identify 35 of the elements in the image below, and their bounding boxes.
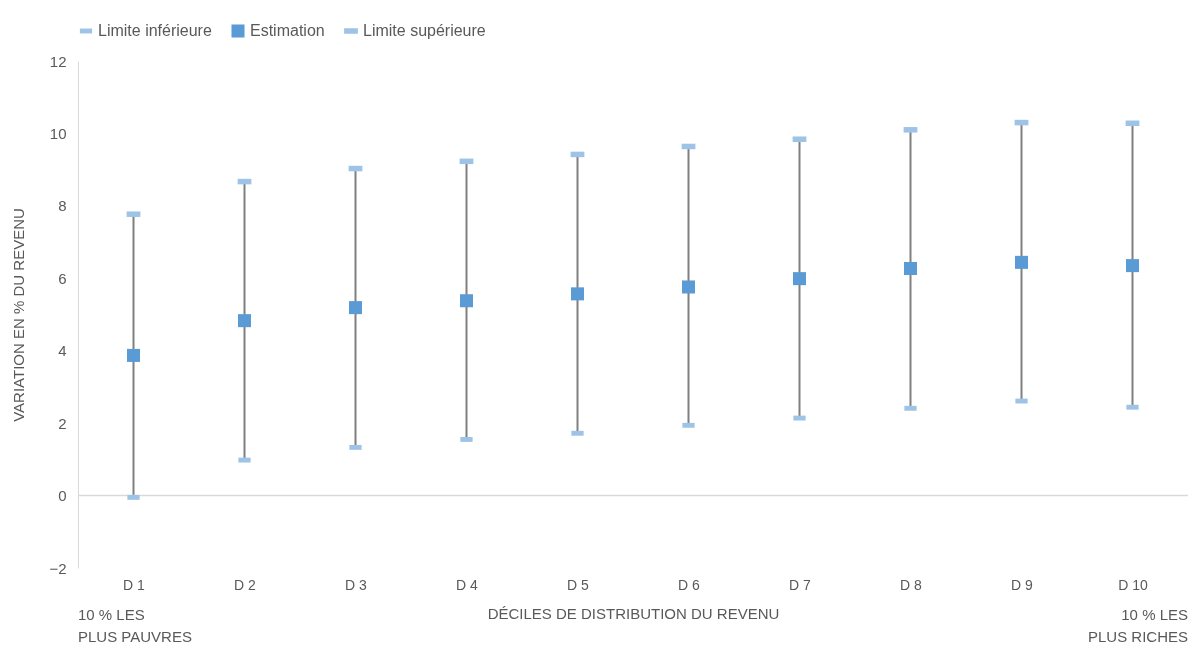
y-tick-label: 4 [58,342,67,360]
x-tick-label: D 5 [567,576,590,593]
text: 10 % LES PLUS PAUVRES [78,606,192,645]
legend-label: Estimation [250,22,325,39]
point [570,287,585,301]
point [459,294,474,308]
point [1014,255,1029,269]
point [348,301,363,315]
point [126,348,141,362]
y-tick-label: 8 [58,197,67,215]
y-tick-label: 6 [58,269,67,287]
x-tick-label: D 10 [1118,576,1148,593]
x-tick-label: D 8 [900,576,923,593]
x-tick-label: D 1 [123,576,146,593]
y-tick-label: 2 [58,414,67,432]
x-tick-label: D 2 [234,576,257,593]
y-tick-label: −2 [49,559,67,577]
x-tick-label: D 3 [345,576,368,593]
y-axis-title: VARIATION EN % DU REVENU [10,208,28,422]
legend-label: Limite inférieure [98,22,212,39]
x-tick-label: D 6 [678,576,701,593]
x-tick-label: D 4 [456,576,479,593]
text: 10 % LES PLUS RICHES [1087,606,1188,645]
y-tick-label: 12 [49,52,67,70]
y-tick-label: 10 [49,124,67,142]
x-tick-label: D 7 [789,576,812,593]
point [792,272,807,286]
legend-label: Limite supérieure [363,22,486,39]
x-tick-label: D 9 [1011,576,1034,593]
point [681,280,696,294]
point [237,314,252,328]
x-axis-title: DÉCILES DE DISTRIBUTION DU REVENU [487,604,780,622]
point [903,261,918,276]
y-tick-label: 0 [58,487,67,505]
point [1125,259,1140,273]
